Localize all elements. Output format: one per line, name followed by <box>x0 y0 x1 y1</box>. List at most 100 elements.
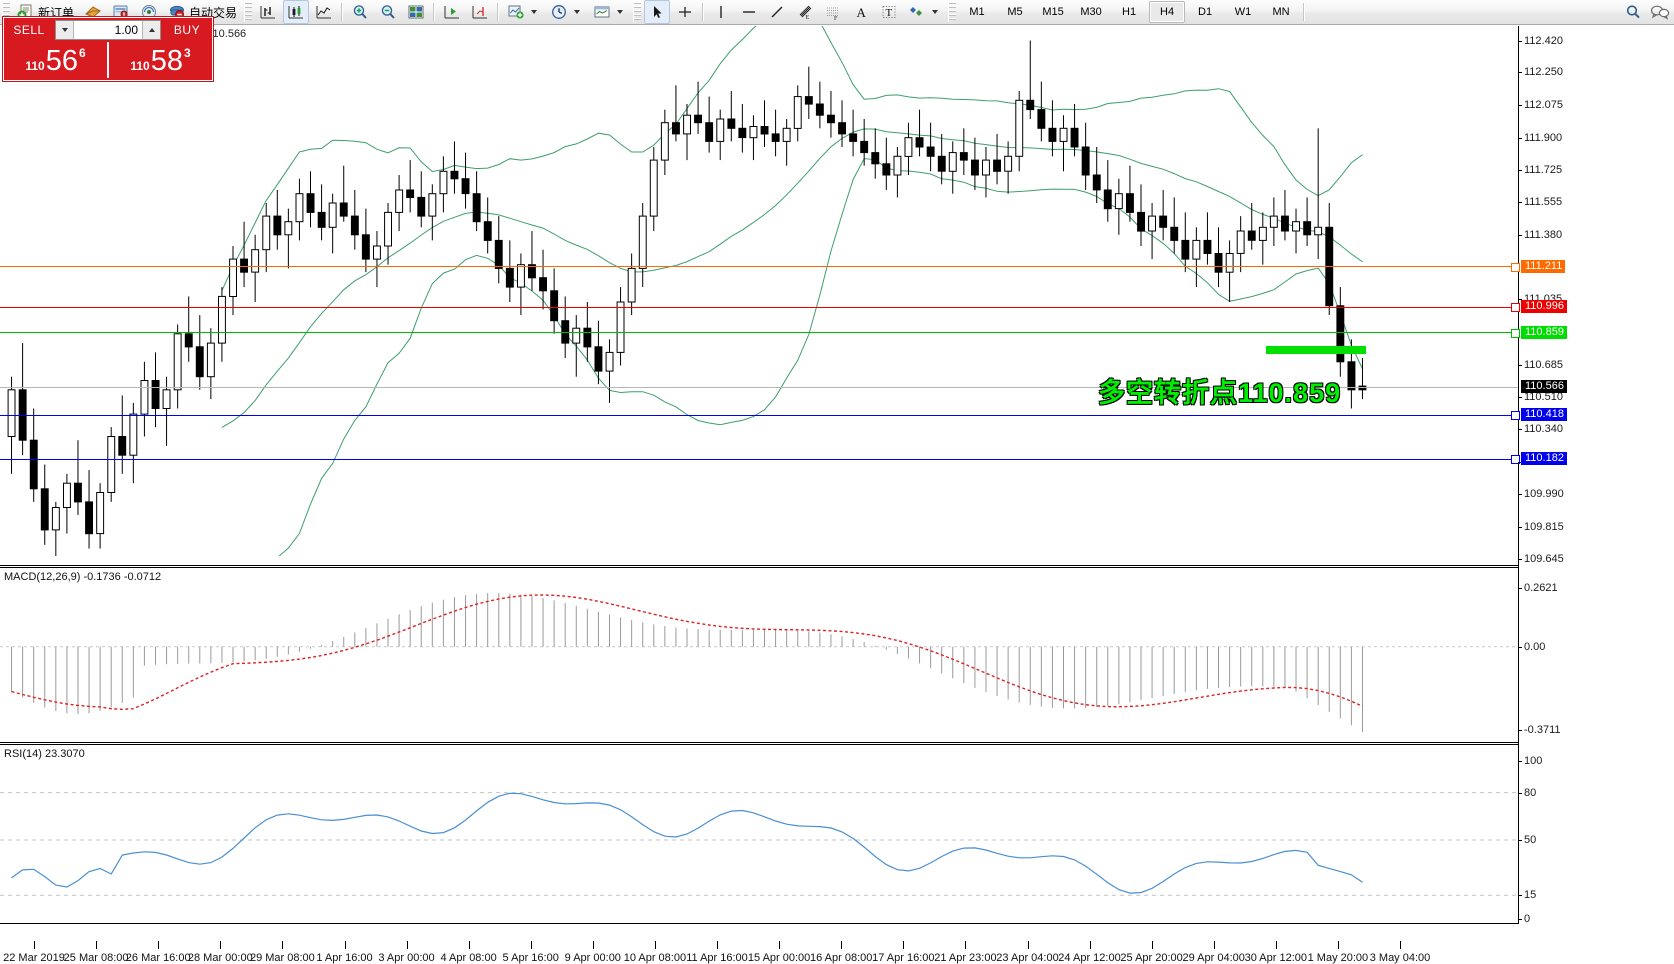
volume-up-button[interactable] <box>142 21 160 39</box>
price-level-line[interactable] <box>0 332 1518 334</box>
shapes-caret-icon[interactable] <box>932 10 939 14</box>
period-button[interactable] <box>546 0 587 24</box>
fibonacci-icon: F <box>824 3 842 22</box>
text-label-icon: T <box>880 3 898 21</box>
expert-advisors-button[interactable] <box>80 0 106 24</box>
chart-area[interactable]: USDJPY-,H4 110.654 110.705 110.530 110.5… <box>0 25 1674 964</box>
price-chart-canvas[interactable] <box>0 26 1518 556</box>
auto-scroll-button[interactable] <box>467 0 493 24</box>
volume-down-button[interactable] <box>56 21 74 39</box>
shift-end-icon <box>443 3 461 21</box>
trendline-icon <box>768 3 786 21</box>
macd-chart-canvas[interactable] <box>0 570 1518 738</box>
time-axis-mark <box>468 941 470 949</box>
price-value-label: 110.566 <box>1521 380 1567 394</box>
volume-stepper[interactable]: 1.00 <box>55 20 161 40</box>
vertical-line-button[interactable] <box>708 0 734 24</box>
price-level-handle[interactable] <box>1511 455 1520 464</box>
candlestick-chart-button[interactable] <box>283 0 310 24</box>
one-click-trading-panel[interactable]: SELL 1.00 BUY 110 56 6 110 58 3 <box>3 17 213 81</box>
time-axis-tick: 23 Apr 04:00 <box>996 952 1059 964</box>
timeframe-w1[interactable]: W1 <box>1234 6 1252 18</box>
macd-axis-tick: 0.00 <box>1518 641 1545 653</box>
time-axis-mark <box>1337 941 1339 949</box>
time-axis-tick: 4 Apr 08:00 <box>440 952 497 964</box>
crosshair-button[interactable] <box>672 0 698 24</box>
templates-button[interactable] <box>589 0 630 24</box>
buy-quote[interactable]: 110 58 3 <box>109 42 212 78</box>
time-axis-mark <box>717 941 718 949</box>
price-level-handle[interactable] <box>1511 411 1520 420</box>
horizontal-line-button[interactable] <box>736 0 762 24</box>
time-axis-tick: 26 Mar 16:00 <box>125 952 191 964</box>
timeframe-m30[interactable]: M30 <box>1080 6 1102 18</box>
bar-chart-button[interactable] <box>255 0 281 24</box>
price-axis-tick: 112.250 <box>1518 66 1563 78</box>
buy-button[interactable]: BUY <box>173 23 201 37</box>
zoom-in-button[interactable] <box>347 0 373 24</box>
toolbar-grip[interactable] <box>2 2 10 22</box>
cursor-button[interactable] <box>644 0 671 24</box>
price-level-line[interactable] <box>0 458 1518 460</box>
timeframe-d1[interactable]: D1 <box>1198 6 1213 18</box>
sell-button[interactable]: SELL <box>13 23 45 37</box>
trendline-button[interactable] <box>764 0 790 24</box>
price-level-line[interactable] <box>0 266 1518 268</box>
toolbar-grip-4[interactable] <box>948 2 957 22</box>
time-axis-mark <box>654 941 656 949</box>
timeframe-m1[interactable]: M1 <box>969 6 985 18</box>
zoom-out-button[interactable] <box>375 0 401 24</box>
indicators-caret-icon[interactable] <box>531 10 538 14</box>
rsi-chart-canvas[interactable] <box>0 747 1518 927</box>
price-level-line[interactable] <box>0 414 1518 416</box>
price-level-line[interactable] <box>0 386 1518 388</box>
auto-scroll-icon <box>471 3 489 21</box>
line-chart-button[interactable] <box>311 0 337 24</box>
timeframe-m15[interactable]: M15 <box>1042 6 1064 18</box>
autotrade-button[interactable]: 自动交易 <box>164 0 241 24</box>
buy-price-fraction: 3 <box>183 46 191 60</box>
templates-caret-icon[interactable] <box>617 10 624 14</box>
timeframe-h4[interactable]: H4 <box>1149 1 1186 23</box>
bar-chart-icon <box>259 3 277 21</box>
autotrade-icon <box>168 3 186 21</box>
time-axis-mark <box>34 941 35 949</box>
rsi-axis-tick: 80 <box>1518 787 1536 799</box>
price-level-line[interactable] <box>0 306 1518 308</box>
time-axis-mark <box>1027 941 1029 949</box>
find-icon[interactable] <box>1624 3 1642 21</box>
shapes-button[interactable] <box>904 0 945 24</box>
timeframe-h1[interactable]: H1 <box>1122 6 1137 18</box>
volume-value[interactable]: 1.00 <box>114 23 138 37</box>
price-level-handle[interactable] <box>1511 303 1520 312</box>
macd-pane-separator <box>0 565 1518 566</box>
fibonacci-button[interactable]: F <box>820 0 846 24</box>
price-level-handle[interactable] <box>1511 328 1520 338</box>
signals-button[interactable] <box>136 0 162 24</box>
indicators-button[interactable] <box>503 0 544 24</box>
new-order-button[interactable]: 新订单 <box>13 0 78 24</box>
rsi-axis-tick: 0 <box>1518 913 1530 925</box>
main-toolbar: 新订单 <box>0 0 1674 25</box>
chart-grid-icon <box>407 3 425 21</box>
timeframe-m5[interactable]: M5 <box>1007 6 1023 18</box>
text-label-button[interactable]: T <box>876 0 902 24</box>
time-axis-tick: 17 Apr 16:00 <box>872 952 935 964</box>
chat-icon[interactable] <box>1650 3 1670 21</box>
price-level-handle[interactable] <box>1511 262 1520 272</box>
toolbar-grip-3[interactable] <box>633 2 642 22</box>
sell-quote[interactable]: 110 56 6 <box>4 42 107 78</box>
terminal-button[interactable] <box>108 0 134 24</box>
time-axis-mark <box>903 941 905 949</box>
timeframe-mn[interactable]: MN <box>1272 6 1290 18</box>
shift-end-button[interactable] <box>439 0 465 24</box>
text-button[interactable]: A <box>848 0 874 24</box>
toolbar-grip-2[interactable] <box>244 2 253 22</box>
time-axis-mark <box>530 941 532 949</box>
equidistant-channel-button[interactable]: E <box>792 0 818 24</box>
price-axis-tick: 112.075 <box>1518 99 1563 111</box>
toolbar-right-group <box>1624 3 1674 21</box>
period-caret-icon[interactable] <box>574 10 581 14</box>
price-axis-tick: 110.340 <box>1518 423 1563 435</box>
chart-grid-button[interactable] <box>403 0 429 24</box>
